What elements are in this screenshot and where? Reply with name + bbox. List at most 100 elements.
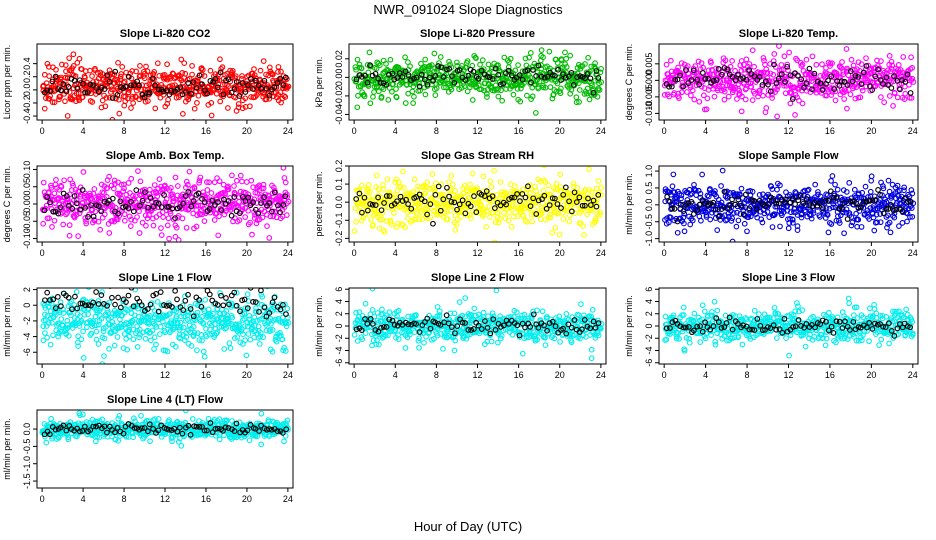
scatter-point (114, 334, 121, 340)
scatter-point (358, 65, 365, 71)
scatter-point (670, 171, 677, 178)
scatter-point (190, 323, 197, 330)
scatter-point (812, 181, 819, 188)
x-tick-label: 24 (283, 370, 293, 380)
scatter-point (391, 210, 397, 216)
scatter-point (832, 181, 838, 188)
reference-point (90, 299, 96, 306)
scatter-point (266, 235, 273, 241)
scatter-point (848, 56, 855, 63)
scatter-point (375, 186, 382, 193)
reference-point (595, 192, 602, 198)
reference-point (114, 92, 121, 98)
scatter-point (738, 185, 745, 192)
scatter-point (208, 322, 215, 329)
scatter-point (101, 353, 107, 359)
reference-point (820, 205, 826, 212)
reference-point (582, 202, 588, 209)
scatter-point (129, 93, 136, 100)
chart-panel: Slope Amb. Box Temp.degrees C per min.0 4… (2, 150, 294, 258)
scatter-point (80, 328, 86, 335)
reference-point (77, 300, 84, 307)
reference-point (574, 74, 581, 80)
scatter-point (794, 223, 801, 229)
scatter-point (479, 57, 486, 63)
x-tick-label: 0 (352, 248, 357, 258)
reference-point (587, 202, 594, 208)
scatter-point (355, 92, 361, 99)
scatter-point (501, 210, 507, 216)
scatter-point (352, 205, 359, 212)
reference-point (169, 205, 176, 212)
reference-point (378, 207, 385, 214)
scatter-point (172, 343, 179, 350)
scatter-point (76, 210, 83, 217)
scatter-point (802, 208, 809, 215)
scatter-point (741, 220, 748, 227)
scatter-point (810, 210, 817, 216)
x-tick-label: 8 (745, 126, 750, 136)
reference-point (44, 87, 51, 94)
scatter-point (83, 220, 90, 227)
reference-point (573, 199, 580, 205)
scatter-point (65, 199, 71, 206)
y-tick-label: 0.2 (334, 160, 344, 173)
reference-point (218, 292, 224, 299)
scatter-point (793, 209, 799, 215)
reference-point (530, 67, 536, 73)
reference-point (73, 200, 80, 207)
scatter-point (162, 199, 169, 206)
reference-point (803, 80, 810, 87)
scatter-point (416, 344, 422, 351)
scatter-point (98, 315, 105, 322)
reference-point (381, 200, 387, 206)
scatter-point (505, 217, 512, 224)
scatter-point (666, 219, 672, 226)
reference-point (595, 75, 602, 81)
reference-point (115, 294, 121, 301)
scatter-point (532, 183, 538, 190)
scatter-point (858, 61, 865, 67)
scatter-point (803, 56, 810, 63)
scatter-point (729, 58, 735, 64)
scatter-point (769, 224, 776, 230)
scatter-point (730, 210, 737, 216)
scatter-point (698, 60, 705, 66)
scatter-point (375, 331, 382, 338)
scatter-point (596, 212, 603, 218)
scatter-point (589, 207, 595, 214)
reference-point (743, 76, 750, 83)
scatter-point (121, 78, 128, 85)
reference-point (90, 213, 97, 220)
reference-point (680, 83, 687, 90)
reference-point (451, 199, 458, 206)
reference-point (560, 71, 566, 77)
reference-point (98, 292, 105, 298)
reference-point (266, 200, 273, 206)
scatter-point (777, 223, 783, 230)
reference-point (144, 306, 151, 312)
reference-point (71, 193, 78, 199)
scatter-point (431, 188, 438, 195)
reference-point (816, 200, 823, 207)
reference-point (408, 77, 414, 84)
reference-point (593, 68, 600, 74)
reference-point (817, 80, 824, 87)
reference-point (822, 197, 829, 204)
scatter-point (81, 311, 88, 318)
scatter-point (58, 316, 65, 322)
reference-point (218, 207, 225, 213)
scatter-point (229, 314, 236, 321)
reference-point (106, 78, 113, 85)
reference-point (593, 203, 600, 210)
scatter-point (404, 215, 411, 222)
scatter-point (746, 61, 753, 67)
scatter-point (886, 52, 893, 59)
reference-point (427, 74, 433, 81)
y-tick-label: -0.05 (22, 211, 32, 232)
scatter-point (487, 178, 494, 185)
scatter-point (57, 93, 64, 100)
reference-point (795, 197, 802, 204)
scatter-point (688, 92, 694, 99)
scatter-point (249, 231, 255, 238)
